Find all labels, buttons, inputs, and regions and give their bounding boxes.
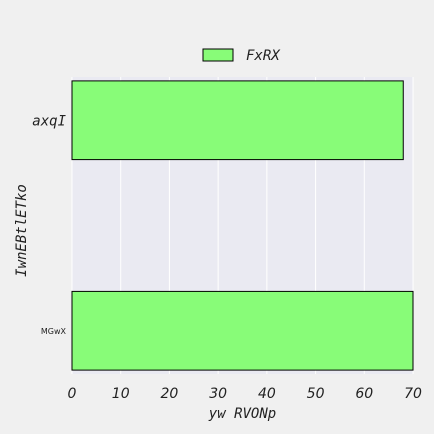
x-tick-label: 0 <box>68 386 77 402</box>
x-tick-label: 30 <box>209 386 227 402</box>
x-tick-label: 50 <box>307 386 325 402</box>
x-tick-label: 70 <box>404 386 422 402</box>
legend-swatch-fxrx <box>202 48 234 62</box>
bar-axqi <box>71 80 404 161</box>
bar-mgwx <box>71 290 414 371</box>
y-tick-label: axqI <box>32 113 66 129</box>
x-tick-label: 40 <box>258 386 276 402</box>
legend: FxRX <box>202 48 281 64</box>
legend-label-fxrx: FxRX <box>246 48 281 64</box>
y-tick-label: MGwX <box>41 327 67 336</box>
bars <box>71 80 414 371</box>
x-axis-title: yw RVONp <box>208 406 276 422</box>
x-tick-labels: 0 10 20 30 40 50 60 70 <box>68 386 422 402</box>
y-axis-title: IwnEBtlETko <box>14 184 30 277</box>
x-tick-label: 10 <box>112 386 130 402</box>
x-tick-label: 60 <box>355 386 373 402</box>
y-tick-labels: axqI MGwX <box>32 113 66 336</box>
x-tick-label: 20 <box>161 386 179 402</box>
